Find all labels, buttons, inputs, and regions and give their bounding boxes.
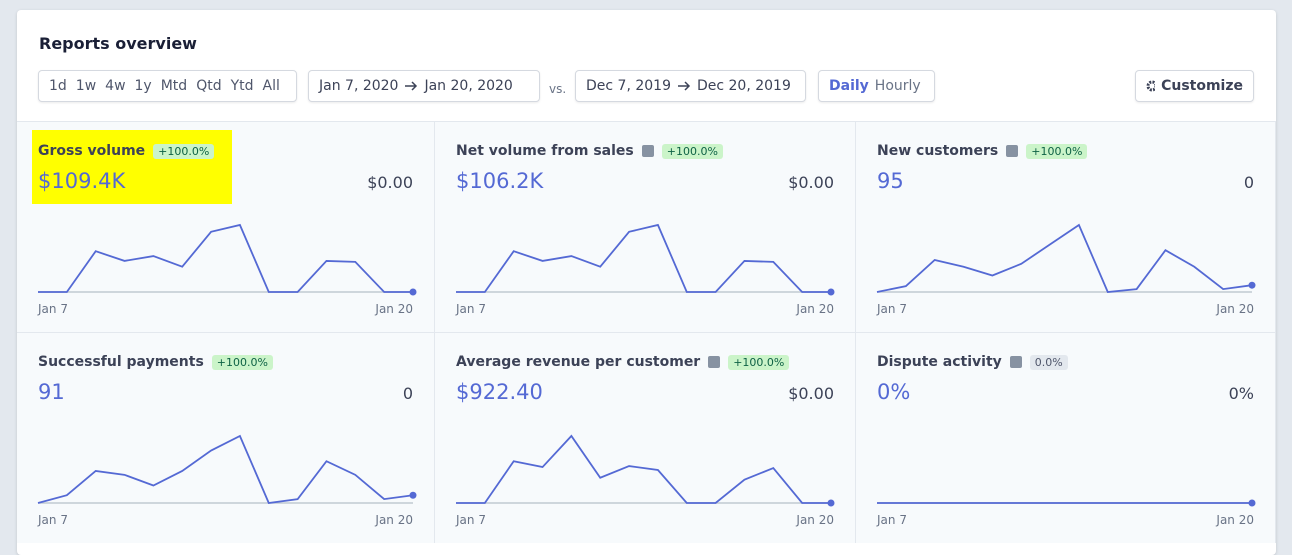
end-date: Jan 20 [1216, 513, 1254, 527]
metric-tile[interactable]: Dispute activity 0.0% 0% 0% Jan 7 Jan 20 [856, 332, 1276, 543]
last-point [827, 288, 835, 296]
change-badge: +100.0% [728, 354, 790, 370]
range-option[interactable]: Mtd [160, 78, 188, 94]
metric-value: 0% [877, 380, 911, 404]
compare-value: $0.00 [367, 173, 413, 192]
compare-value: 0% [1228, 384, 1254, 403]
metric-tile[interactable]: Successful payments +100.0% 91 0 Jan 7 Jan 20 [17, 332, 435, 543]
metric-title-row: Average revenue per customer +100.0% [456, 354, 790, 370]
sparkline-line [38, 223, 413, 293]
start-date: Jan 7 [877, 513, 907, 527]
highlight [32, 130, 232, 204]
change-badge: +100.0% [1026, 143, 1088, 159]
last-point [409, 491, 417, 499]
start-date: Jan 7 [877, 302, 907, 316]
sparkline-line [876, 223, 1253, 293]
period-picker[interactable]: Jan 7, 2020 Jan 20, 2020 [308, 70, 540, 102]
sparkline [876, 223, 1256, 293]
sparkline-line [456, 434, 831, 504]
metric-title-row: Successful payments +100.0% [38, 354, 273, 370]
info-icon [641, 145, 654, 157]
start-date: Jan 7 [38, 302, 68, 316]
period-start: Jan 7, 2020 [319, 78, 399, 94]
range-option[interactable]: 1y [134, 78, 152, 94]
range-selector: 1d 1w 4w 1y Mtd Qtd Ytd All [38, 70, 297, 102]
arrow-icon [677, 81, 691, 91]
range-option[interactable]: 1w [75, 78, 97, 94]
end-date: Jan 20 [796, 302, 834, 316]
range-option[interactable]: Ytd [230, 78, 254, 94]
range-option[interactable]: 4w [105, 78, 126, 94]
sparkline [37, 434, 417, 504]
sparkline [38, 223, 417, 296]
compare-value: $0.00 [788, 173, 834, 192]
end-date: Jan 20 [796, 513, 834, 527]
compare-value: $0.00 [788, 384, 834, 403]
compare-value: 0 [1243, 173, 1254, 192]
metric-value: $106.2K [456, 169, 544, 193]
granularity-option[interactable]: Hourly [874, 78, 921, 94]
info-icon [1009, 356, 1022, 368]
customize-button[interactable]: Customize [1135, 70, 1254, 102]
change-badge: +100.0% [211, 354, 273, 370]
range-option[interactable]: 1d [49, 78, 67, 94]
compare-end: Dec 20, 2019 [696, 78, 791, 94]
granularity-option[interactable]: Daily [829, 78, 869, 94]
metric-title-row: New customers +100.0% [877, 143, 1088, 159]
gear-icon [1146, 80, 1156, 92]
metric-title: Net volume from sales [456, 143, 634, 159]
start-date: Jan 7 [38, 513, 68, 527]
range-option[interactable]: Qtd [196, 78, 222, 94]
metric-value: $109.4K [38, 169, 126, 193]
end-date: Jan 20 [375, 513, 413, 527]
compare-value: 0 [402, 384, 413, 403]
metric-tile[interactable]: Net volume from sales +100.0% $106.2K $0.00… [435, 121, 856, 332]
sparkline [877, 499, 1256, 507]
last-point [1248, 281, 1256, 289]
start-date: Jan 7 [456, 302, 486, 316]
granularity: Daily Hourly [818, 70, 935, 102]
metric-title: Successful payments [38, 354, 204, 370]
metric-title-row: Dispute activity 0.0% [877, 354, 1068, 370]
end-date: Jan 20 [1216, 302, 1254, 316]
metric-tile[interactable]: Average revenue per customer +100.0% $922.… [435, 332, 856, 543]
compare-picker[interactable]: Dec 7, 2019 Dec 20, 2019 [575, 70, 806, 102]
sparkline-line [456, 223, 831, 293]
metric-tile[interactable]: Gross volume +100.0% $109.4K $0.00 Jan 7 Jan … [17, 121, 435, 332]
tile-grid: Gross volume +100.0% $109.4K $0.00 Jan 7 Jan … [17, 121, 1276, 555]
customize-label: Customize [1161, 78, 1243, 94]
sparkline [456, 434, 835, 507]
metric-value: 95 [877, 169, 904, 193]
metric-title-row: Gross volume +100.0% [38, 143, 215, 159]
metric-value: 91 [38, 380, 65, 404]
metric-title: Gross volume [38, 143, 146, 159]
change-badge: +100.0% [153, 143, 215, 159]
last-point [409, 288, 417, 296]
metric-title: Dispute activity [877, 354, 1002, 370]
info-icon [708, 356, 721, 368]
arrow-icon [405, 81, 418, 91]
end-date: Jan 20 [375, 302, 413, 316]
title: Reports overview [39, 34, 197, 53]
change-badge: 0.0% [1029, 354, 1068, 370]
info-icon [1006, 145, 1019, 157]
period-end: Jan 20, 2020 [424, 78, 513, 94]
metric-title: Average revenue per customer [456, 354, 701, 370]
sparkline-line [37, 434, 414, 504]
start-date: Jan 7 [456, 513, 486, 527]
sparkline [456, 223, 835, 296]
metric-title-row: Net volume from sales +100.0% [456, 143, 723, 159]
last-point [827, 499, 835, 507]
compare-start: Dec 7, 2019 [586, 78, 671, 94]
metric-title: New customers [877, 143, 999, 159]
range-option[interactable]: All [262, 78, 280, 94]
reports-card: Reports overview 1d 1w 4w 1y Mtd Qtd Ytd All Ja… [17, 10, 1276, 555]
vs-label: vs. [549, 82, 567, 96]
last-point [1248, 499, 1256, 507]
change-badge: +100.0% [661, 143, 723, 159]
metric-tile[interactable]: New customers +100.0% 95 0 Jan 7 Jan 20 [856, 121, 1276, 332]
metric-value: $922.40 [456, 380, 543, 404]
